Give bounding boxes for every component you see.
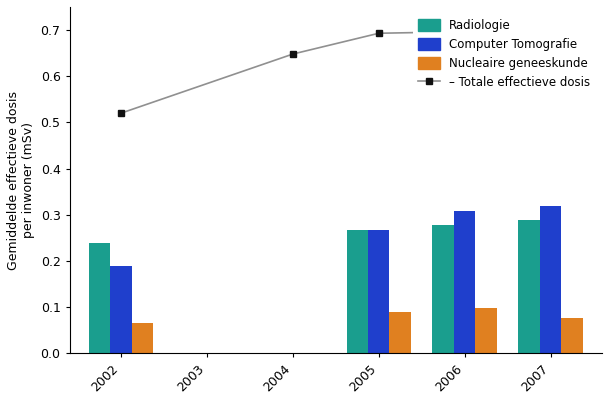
Y-axis label: Gemiddelde effectieve dosis
per inwoner (mSv): Gemiddelde effectieve dosis per inwoner … [7,91,35,269]
Bar [368,230,390,353]
Bar [347,230,368,353]
Bar [432,225,454,353]
Bar [518,220,540,353]
Bar [132,323,153,353]
Legend: Radiologie, Computer Tomografie, Nucleaire geneeskunde, – Totale effectieve dosi: Radiologie, Computer Tomografie, Nucleai… [412,13,596,95]
Bar [561,318,583,353]
Bar [390,312,411,353]
Bar [110,265,132,353]
Bar [540,207,561,353]
Bar [89,243,110,353]
Bar [454,211,476,353]
Bar [476,308,497,353]
